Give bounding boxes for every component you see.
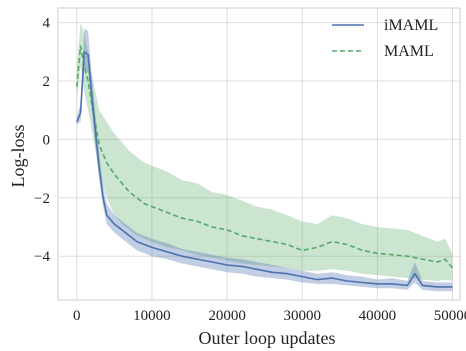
- y-tick-label: −4: [34, 249, 50, 265]
- line-imaml: [76, 50, 453, 288]
- line-maml: [76, 45, 454, 269]
- y-tick-label: 0: [43, 132, 51, 148]
- plot-area: 0 10000 20000 30000 40000 50000 −4 −2 0 2 4 iMAML MA…: [34, 7, 466, 324]
- x-tick-label: 0: [73, 308, 81, 324]
- x-tick-label: 20000: [208, 308, 246, 324]
- plot-frame: [57, 7, 461, 301]
- x-tick-label: 40000: [359, 308, 397, 324]
- x-tick-label: 30000: [283, 308, 321, 324]
- y-tick-label: −2: [34, 191, 50, 207]
- x-tick-label: 50000: [434, 308, 466, 324]
- legend-label-imaml: iMAML: [384, 17, 438, 34]
- band-imaml: [76, 28, 453, 292]
- x-axis-label: Outer loop updates: [199, 328, 336, 348]
- y-axis-label: Log-loss: [8, 125, 28, 188]
- legend-label-maml: MAML: [384, 43, 434, 60]
- x-tick-label: 10000: [133, 308, 171, 324]
- band-maml: [76, 22, 453, 281]
- y-tick-label: 2: [43, 74, 51, 90]
- y-tick-label: 4: [43, 16, 51, 32]
